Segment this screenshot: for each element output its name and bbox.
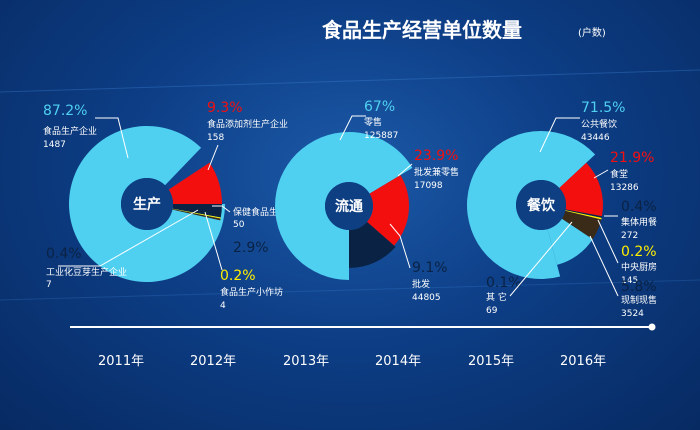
slice-bean-sprout	[172, 209, 221, 221]
slice-retail	[275, 132, 349, 280]
slice-name: 公共餐饮	[581, 118, 617, 130]
donut-hole	[325, 182, 373, 230]
slice-food-additive	[168, 162, 222, 204]
slice-percent: 67%	[364, 99, 395, 115]
timeline-year-2014: 2014年	[375, 354, 422, 369]
timeline-year-2012: 2012年	[190, 354, 237, 369]
leader-line	[389, 223, 411, 269]
timeline-year-2016: 2016年	[560, 354, 607, 369]
slice-wholesale-retail	[367, 206, 409, 246]
slice-value: 50	[233, 220, 245, 230]
slice-canteen	[559, 162, 603, 217]
slice-percent: 87.2%	[43, 103, 87, 119]
slice-percent: 0.1%	[486, 275, 522, 291]
slice-percent: 21.9%	[610, 150, 654, 166]
slice-public-catering	[541, 131, 596, 188]
leader-line	[593, 169, 609, 179]
leader-line	[95, 117, 129, 159]
timeline-end-dot	[648, 323, 656, 331]
slice-made-to-sell	[561, 210, 602, 240]
slice-name: 食品生产企业	[43, 125, 97, 137]
slice-percent: 0.2%	[621, 244, 657, 260]
slice-name: 现制现售	[621, 294, 657, 306]
slice-name: 食堂	[610, 168, 628, 180]
slice-name: 工业化豆芽生产企业	[46, 266, 127, 278]
timeline-year-2013: 2013年	[283, 354, 330, 369]
slice-wholesale-retail	[369, 175, 409, 206]
slice-percent: 0.4%	[46, 246, 82, 262]
leader-line	[589, 235, 619, 297]
slice-value: 1487	[43, 140, 66, 150]
timeline-year-2015: 2015年	[468, 354, 515, 369]
slice-value: 125887	[364, 131, 398, 141]
leader-line	[207, 144, 219, 171]
bg-streak	[0, 69, 700, 93]
slice-percent: 0.4%	[621, 199, 657, 215]
slice-retail	[349, 132, 413, 194]
slice-public-catering	[547, 218, 593, 265]
leader-line	[204, 211, 223, 271]
donut-hole	[516, 180, 566, 230]
center-label: 餐饮	[526, 197, 556, 214]
slice-value: 272	[621, 231, 638, 241]
slice-percent: 9.1%	[412, 260, 448, 276]
slice-value: 7	[46, 280, 52, 290]
slice-percent: 5.8%	[621, 279, 657, 295]
slice-percent: 0.2%	[220, 268, 256, 284]
slice-public-catering	[467, 131, 561, 279]
slice-name: 集体用餐	[621, 216, 657, 228]
leader-line	[58, 209, 199, 267]
slice-group-meals	[565, 209, 602, 218]
slice-small-workshop	[172, 208, 221, 219]
leader-line	[397, 163, 413, 177]
slice-percent: 9.3%	[207, 100, 243, 116]
slice-central-kitchen	[565, 210, 602, 220]
slice-name: 批发	[412, 278, 430, 290]
leader-line	[339, 115, 366, 141]
leader-line	[212, 205, 231, 213]
slice-value: 4	[220, 301, 226, 311]
slice-food-production	[69, 125, 225, 282]
slice-value: 158	[207, 133, 224, 143]
slice-value: 43446	[581, 133, 610, 143]
leader-line	[539, 117, 580, 153]
center-label: 生产	[133, 196, 161, 213]
slice-name: 食品生产小作坊	[220, 286, 283, 298]
slice-value: 13286	[610, 183, 639, 193]
slice-name: 其 它	[486, 291, 507, 303]
slice-name: 零售	[364, 116, 382, 128]
slice-name: 批发兼零售	[414, 166, 459, 178]
leader-line	[509, 221, 573, 297]
slice-percent: 2.9%	[233, 240, 269, 256]
title-unit: (户数)	[578, 28, 606, 39]
slice-value: 145	[621, 276, 638, 286]
leader-line	[597, 219, 619, 264]
timeline-year-2011: 2011年	[98, 354, 145, 369]
slice-value: 69	[486, 306, 498, 316]
bg-streak	[0, 279, 700, 301]
slice-name: 中央厨房	[621, 261, 657, 273]
slice-percent: 71.5%	[581, 100, 625, 116]
slice-value: 3524	[621, 309, 644, 319]
slice-value: 44805	[412, 293, 441, 303]
slice-percent: 23.9%	[414, 148, 458, 164]
slice-name: 食品添加剂生产企业	[207, 118, 288, 130]
donut-hole	[121, 178, 173, 230]
slice-wholesale	[349, 221, 396, 268]
center-label: 流通	[335, 198, 363, 215]
page-title: 食品生产经营单位数量	[322, 18, 522, 42]
slice-value: 17098	[414, 181, 443, 191]
